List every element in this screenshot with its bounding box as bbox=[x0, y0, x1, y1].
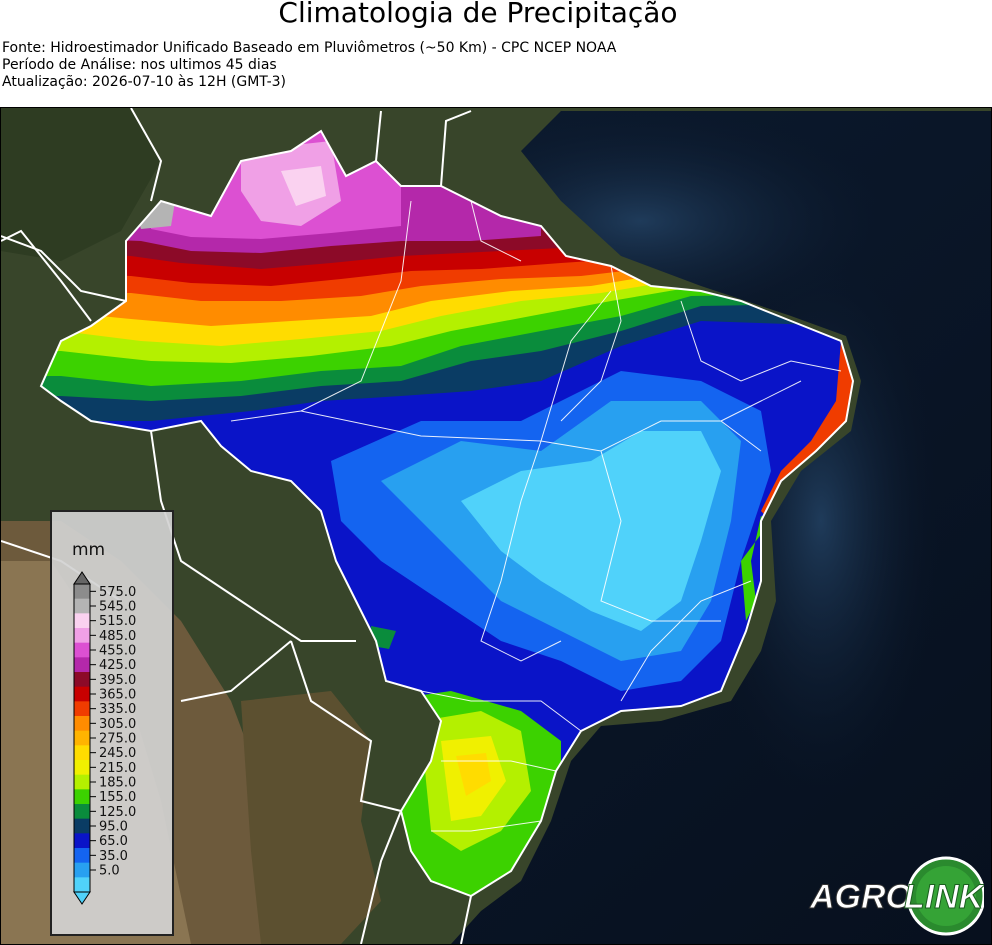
colorbar-swatch bbox=[74, 628, 90, 644]
map-title: Climatologia de Precipitação bbox=[278, 0, 678, 29]
colorbar-tick-label: 455.0 bbox=[99, 644, 136, 659]
logo-text-link: LINK bbox=[904, 878, 984, 916]
country-borders bbox=[1, 108, 855, 944]
colorbar-tick-label: 185.0 bbox=[99, 776, 136, 791]
state-borders bbox=[230, 200, 842, 832]
colorbar-tick-label: 155.0 bbox=[99, 790, 136, 805]
colorbar-tick-label: 35.0 bbox=[99, 849, 128, 864]
legend-panel: mm 575.0 545.0 515.0 485.0 455.0 425.0 395.0 36… bbox=[50, 510, 174, 936]
colorbar-tick-label: 65.0 bbox=[99, 834, 128, 849]
logo-text-agro: AGRO bbox=[809, 878, 912, 916]
colorbar-tick-label: 5.0 bbox=[99, 864, 120, 879]
precipitation-map bbox=[0, 107, 992, 945]
update-line: Atualização: 2026-07-10 às 12H (GMT-3) bbox=[2, 74, 286, 90]
colorbar-tick-label: 335.0 bbox=[99, 702, 136, 717]
colorbar-swatch bbox=[74, 642, 90, 658]
colorbar-swatch bbox=[74, 598, 90, 614]
colorbar-tick-label: 545.0 bbox=[99, 600, 136, 615]
colorbar-tick-label: 515.0 bbox=[99, 614, 136, 629]
colorbar-swatch bbox=[74, 686, 90, 702]
colorbar-tick-label: 575.0 bbox=[99, 585, 136, 600]
colorbar-swatch bbox=[74, 804, 90, 820]
colorbar-tick-label: 245.0 bbox=[99, 746, 136, 761]
colorbar-swatch bbox=[74, 774, 90, 790]
colorbar-swatch bbox=[74, 701, 90, 717]
agrolink-logo: AGRO LINK bbox=[806, 856, 986, 936]
legend-unit: mm bbox=[72, 540, 106, 560]
colorbar-tick-label: 395.0 bbox=[99, 673, 136, 688]
colorbar-swatch bbox=[74, 760, 90, 776]
colorbar-swatch bbox=[74, 730, 90, 746]
colorbar-swatch bbox=[74, 745, 90, 761]
colorbar-swatch bbox=[74, 789, 90, 805]
colorbar-swatch bbox=[74, 877, 90, 893]
colorbar-swatch bbox=[74, 862, 90, 878]
colorbar-swatch bbox=[74, 613, 90, 629]
period-line: Período de Análise: nos ultimos 45 dias bbox=[2, 57, 277, 73]
colorbar-swatch bbox=[74, 833, 90, 849]
colorbar-tick-label: 275.0 bbox=[99, 732, 136, 747]
source-line: Fonte: Hidroestimador Unificado Baseado … bbox=[2, 40, 617, 56]
colorbar-tick-label: 215.0 bbox=[99, 761, 136, 776]
colorbar-swatch bbox=[74, 716, 90, 732]
colorbar-swatch bbox=[74, 848, 90, 864]
colorbar-swatch bbox=[74, 657, 90, 673]
colorbar-tick-label: 305.0 bbox=[99, 717, 136, 732]
colorbar-tick-label: 95.0 bbox=[99, 820, 128, 835]
colorbar-swatch bbox=[74, 818, 90, 834]
colorbar-swatch bbox=[74, 584, 90, 600]
colorbar: 575.0545.0515.0485.0455.0425.0395.0365.0… bbox=[73, 571, 136, 905]
colorbar-swatch bbox=[74, 672, 90, 688]
map-canvas bbox=[1, 108, 991, 944]
colorbar-tick-label: 125.0 bbox=[99, 805, 136, 820]
colorbar-tick-label: 425.0 bbox=[99, 658, 136, 673]
colorbar-tick-label: 365.0 bbox=[99, 688, 136, 703]
colorbar-tick-label: 485.0 bbox=[99, 629, 136, 644]
